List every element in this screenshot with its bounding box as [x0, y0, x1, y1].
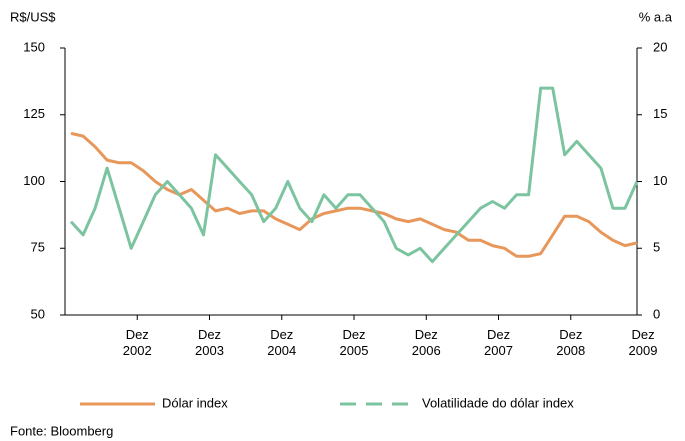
x-tick-label: Dez 2009 [628, 327, 658, 358]
y-tick-label: 125 [23, 106, 45, 121]
x-tick-label: Dez 2004 [267, 327, 297, 358]
legend-label: Volatilidade do dólar index [422, 395, 574, 410]
x-tick-label: Dez 2006 [411, 327, 441, 358]
y-tick-label: 100 [23, 173, 45, 188]
y-tick-label: 50 [31, 306, 45, 321]
x-tick-label: Dez 2003 [195, 327, 224, 358]
legend-label: Dólar index [162, 395, 228, 410]
y-axis-title: R$/US$ [10, 9, 56, 24]
x-tick-label: Dez 2008 [556, 327, 586, 358]
y-tick-label: 150 [23, 39, 45, 54]
x-tick-label: Dez 2002 [122, 327, 152, 358]
y2-tick-label: 10 [653, 173, 667, 188]
y2-axis-title: % a.a [639, 9, 673, 24]
source: Fonte: Bloomberg [10, 423, 113, 438]
x-tick-label: Dez 2007 [484, 327, 513, 358]
x-tick-label: Dez 2005 [339, 327, 369, 358]
y2-tick-label: 15 [653, 106, 667, 121]
y2-tick-label: 0 [653, 306, 660, 321]
y-tick-label: 75 [31, 240, 45, 255]
series-line [69, 86, 639, 264]
series-line [70, 131, 638, 258]
y2-tick-label: 5 [653, 240, 660, 255]
y2-tick-label: 20 [653, 39, 667, 54]
